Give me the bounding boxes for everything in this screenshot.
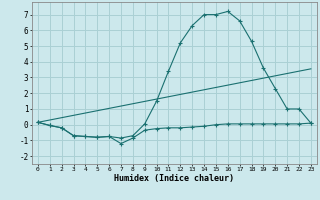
X-axis label: Humidex (Indice chaleur): Humidex (Indice chaleur): [115, 174, 234, 183]
